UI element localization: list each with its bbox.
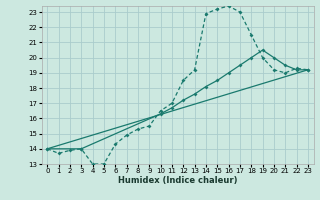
X-axis label: Humidex (Indice chaleur): Humidex (Indice chaleur) bbox=[118, 176, 237, 185]
